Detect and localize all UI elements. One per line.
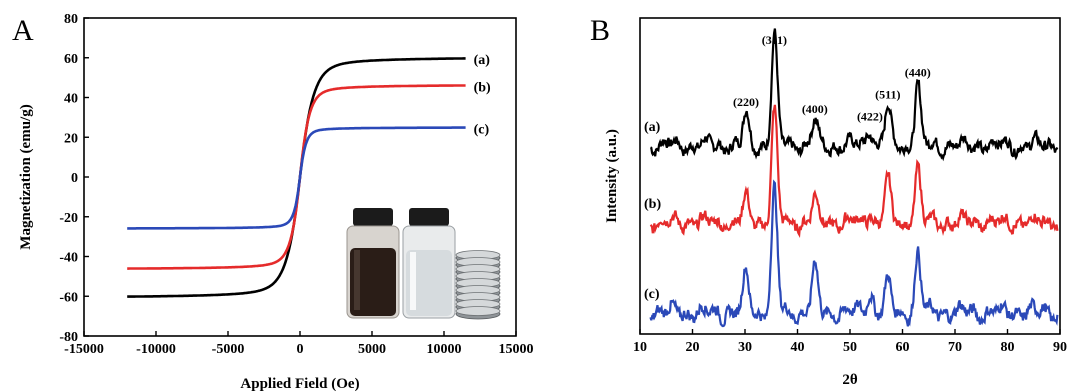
x-tick-label: 70 bbox=[948, 340, 962, 355]
vial-fluid-clear bbox=[406, 250, 452, 316]
y-tick-label: 20 bbox=[64, 131, 78, 146]
y-tick-label: 40 bbox=[64, 92, 78, 107]
series-label: (b) bbox=[474, 80, 491, 95]
series-label: (a) bbox=[474, 53, 491, 68]
x-tick-label: 0 bbox=[297, 342, 304, 357]
vial-cap-1 bbox=[353, 208, 393, 226]
series-label: (b) bbox=[644, 197, 661, 212]
peak-label: (400) bbox=[802, 102, 828, 116]
series-line-1 bbox=[649, 104, 1059, 238]
y-axis-label: Intensity (a.u.) bbox=[604, 129, 620, 223]
y-tick-label: 0 bbox=[71, 171, 78, 186]
vial-cap-2 bbox=[409, 208, 449, 226]
peak-label: (440) bbox=[905, 66, 931, 80]
y-tick-label: -80 bbox=[59, 330, 78, 345]
peak-label: (220) bbox=[733, 95, 759, 109]
series-line-0 bbox=[650, 28, 1059, 162]
x-tick-label: 90 bbox=[1053, 340, 1067, 355]
vial-fluid-dark bbox=[350, 248, 396, 316]
x-tick-label: 50 bbox=[843, 340, 857, 355]
peak-label: (511) bbox=[875, 88, 900, 102]
x-tick-label: -15000 bbox=[64, 342, 104, 357]
x-tick-label: 10 bbox=[633, 340, 647, 355]
y-tick-label: -60 bbox=[59, 290, 78, 305]
series-label: (c) bbox=[474, 122, 490, 137]
x-tick-label: 20 bbox=[686, 340, 700, 355]
series-label: (a) bbox=[644, 120, 661, 135]
y-tick-label: 80 bbox=[64, 12, 78, 27]
x-tick-label: -5000 bbox=[212, 342, 245, 357]
x-tick-label: 40 bbox=[791, 340, 805, 355]
x-tick-label: 30 bbox=[738, 340, 752, 355]
y-tick-label: -20 bbox=[59, 211, 78, 226]
y-tick-label: 60 bbox=[64, 52, 78, 67]
x-tick-label: 80 bbox=[1001, 340, 1015, 355]
series-line-2 bbox=[127, 126, 466, 230]
xrd-chart: 10 20 30 40 50 60 70 80 90 (a) (b) (c) 2θ Intensity… bbox=[604, 17, 1067, 388]
peak-label: (422) bbox=[857, 110, 883, 124]
x-tick-label: 5000 bbox=[358, 342, 386, 357]
x-tick-label: 15000 bbox=[499, 342, 534, 357]
y-tick-label: -40 bbox=[59, 251, 78, 266]
x-tick-label: 60 bbox=[896, 340, 910, 355]
plot-frame-b bbox=[639, 17, 1061, 335]
magnetization-chart: -15000 -10000 -5000 0 5000 10000 15000 -80 -60 -4… bbox=[18, 12, 534, 392]
series-label: (c) bbox=[644, 287, 660, 302]
series-line-1 bbox=[127, 84, 466, 270]
magnet-stack bbox=[455, 250, 501, 320]
y-axis-label: Magnetization (emu/g) bbox=[18, 104, 34, 249]
panel-label-a: A bbox=[12, 14, 34, 47]
series-line-2 bbox=[649, 179, 1059, 328]
x-axis-label: 2θ bbox=[842, 372, 858, 388]
x-tick-label: 10000 bbox=[427, 342, 462, 357]
x-axis-label: Applied Field (Oe) bbox=[240, 376, 359, 392]
panel-label-b: B bbox=[590, 14, 610, 47]
x-tick-label: -10000 bbox=[136, 342, 176, 357]
inset-photo bbox=[346, 208, 501, 320]
peak-label: (311) bbox=[762, 33, 787, 47]
